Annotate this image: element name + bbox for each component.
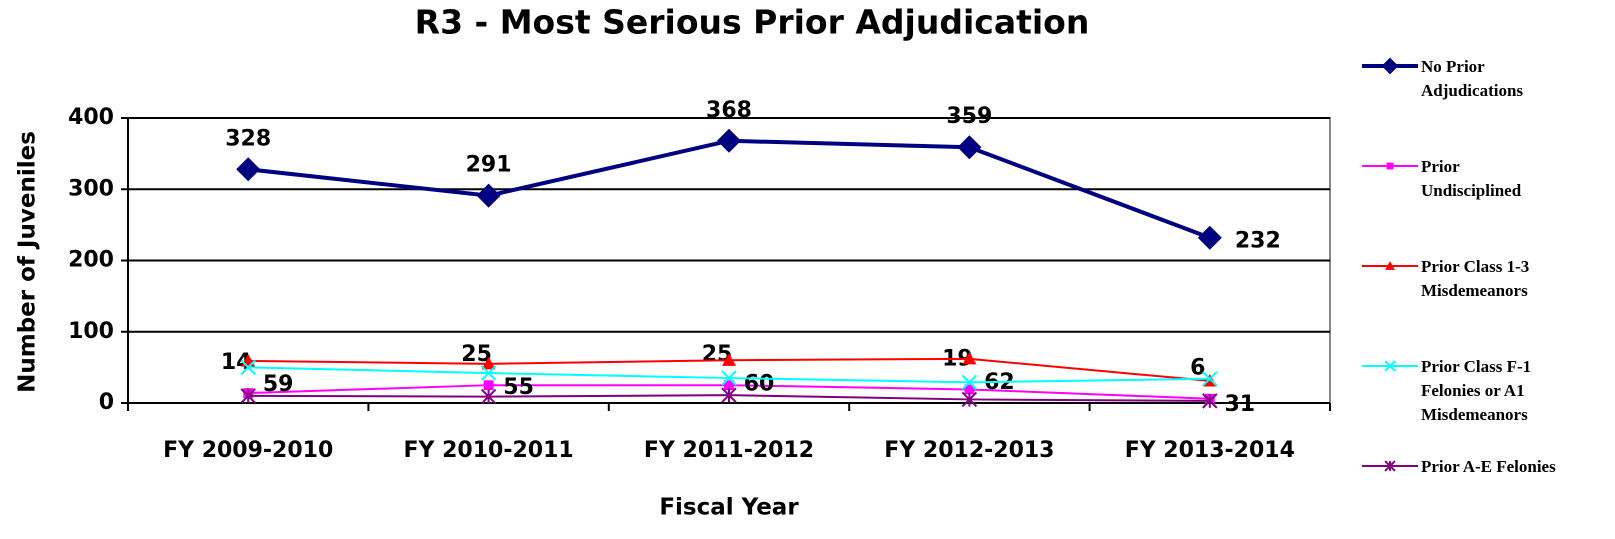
marker (721, 387, 737, 403)
marker (1384, 360, 1396, 372)
marker (240, 359, 256, 376)
legend-label: Prior A-E Felonies (1421, 457, 1556, 476)
marker (957, 135, 982, 160)
marker (236, 157, 261, 182)
data-label: 60 (744, 371, 775, 396)
x-tick-label: FY 2010-2011 (403, 438, 573, 463)
legend-label: Prior Undisciplined (1421, 157, 1522, 200)
marker (480, 388, 497, 405)
marker (964, 384, 975, 395)
marker (724, 380, 734, 391)
x-tick-label: FY 2012-2013 (884, 438, 1054, 463)
data-label: 368 (706, 98, 752, 123)
chart-title: R3 - Most Serious Prior Adjudication (415, 3, 1090, 42)
marker (240, 388, 256, 404)
x-tick-label: FY 2011-2012 (644, 438, 814, 463)
y-tick-label: 300 (68, 176, 114, 201)
y-tick-label: 100 (68, 319, 114, 344)
marker (481, 356, 496, 370)
marker (476, 183, 501, 208)
legend-label: No Prior Adjudications (1421, 57, 1524, 100)
marker (962, 351, 977, 365)
marker (1386, 162, 1394, 170)
marker (961, 374, 978, 391)
marker (1381, 57, 1399, 75)
x-tick-label: FY 2009-2010 (163, 438, 333, 463)
data-label: 328 (225, 126, 271, 151)
y-tick-label: 400 (68, 105, 114, 130)
y-tick-label: 0 (99, 390, 114, 415)
marker (1202, 393, 1218, 409)
x-tick-label: FY 2013-2014 (1125, 438, 1295, 463)
data-label: 232 (1235, 229, 1281, 254)
data-label: 6 (1190, 356, 1205, 381)
y-axis-label: Number of Juveniles (15, 131, 41, 393)
data-label: 31 (1224, 392, 1255, 417)
data-label: 359 (946, 104, 992, 129)
marker (480, 365, 497, 381)
marker (722, 353, 736, 366)
marker (961, 391, 978, 408)
marker (1384, 460, 1396, 472)
marker (1202, 371, 1218, 387)
data-label: 59 (263, 372, 294, 397)
data-label: 291 (466, 153, 512, 178)
y-tick-label: 200 (68, 248, 114, 273)
marker (721, 370, 737, 386)
x-axis-label: Fiscal Year (659, 495, 799, 521)
marker (1197, 225, 1222, 250)
marker (717, 128, 741, 153)
marker (483, 380, 494, 391)
legend-label: Prior Class F-1 Felonies or A1 Misdemean… (1421, 357, 1532, 424)
legend-label: Prior Class 1-3 Misdemeanors (1421, 257, 1530, 300)
series-line (248, 366, 1210, 384)
marker (1385, 261, 1395, 270)
